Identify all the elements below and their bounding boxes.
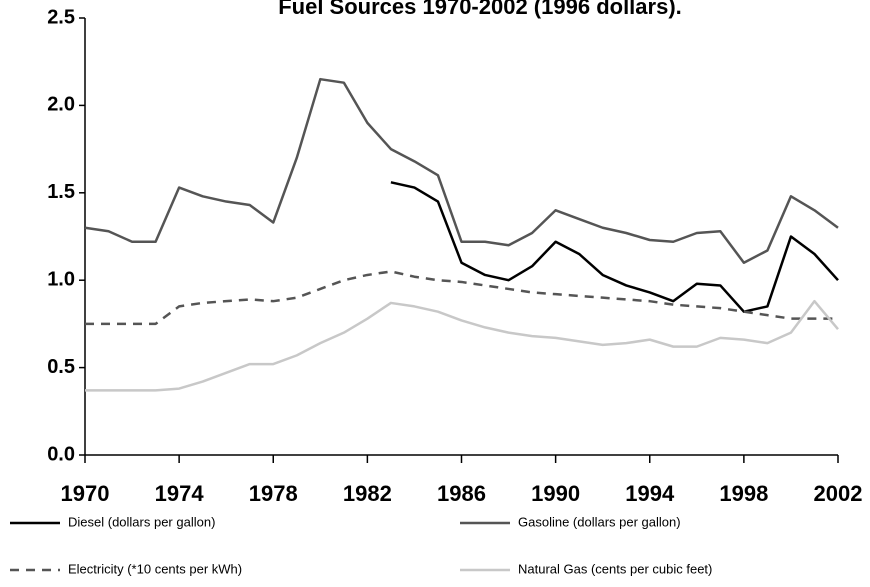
series-line — [390, 181, 839, 313]
y-tick-label: 2.0 — [47, 94, 75, 116]
legend-label: Electricity (*10 cents per kWh) — [68, 561, 242, 576]
series-line — [85, 299, 839, 392]
x-tick-label: 2002 — [814, 481, 863, 506]
series-line — [85, 270, 838, 326]
x-tick-label: 1970 — [61, 481, 110, 506]
x-tick-label: 1974 — [155, 481, 205, 506]
chart-title: Fuel Sources 1970-2002 (1996 dollars). — [278, 0, 682, 19]
x-tick-label: 1978 — [249, 481, 298, 506]
legend-label: Gasoline (dollars per gallon) — [518, 514, 681, 529]
x-tick-label: 1986 — [437, 481, 486, 506]
x-tick-label: 1994 — [625, 481, 675, 506]
y-tick-label: 0.5 — [47, 356, 75, 378]
y-tick-label: 1.5 — [47, 181, 75, 203]
y-tick-label: 2.5 — [47, 6, 75, 28]
series-line — [84, 77, 839, 264]
legend-label: Diesel (dollars per gallon) — [68, 514, 215, 529]
y-tick-label: 1.0 — [47, 268, 75, 290]
x-tick-label: 1990 — [531, 481, 580, 506]
x-tick-label: 1982 — [343, 481, 392, 506]
legend-label: Natural Gas (cents per cubic feet) — [518, 561, 712, 576]
x-tick-label: 1998 — [719, 481, 768, 506]
y-tick-label: 0.0 — [47, 443, 75, 465]
